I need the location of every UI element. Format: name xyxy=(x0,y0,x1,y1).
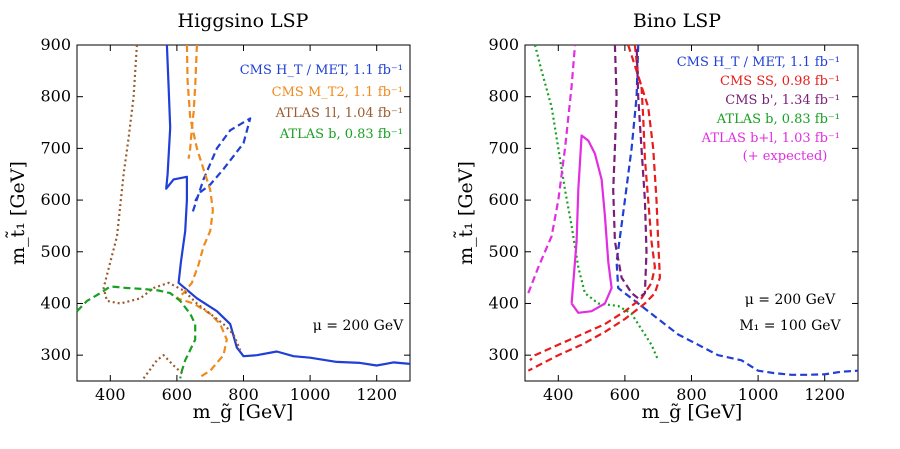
y-tick-label: 700 xyxy=(40,138,71,157)
x-tick-label: 800 xyxy=(676,385,707,404)
higgsino-panel: Higgsino LSP 400 600 800 1000 1200 300 400 500 6… xyxy=(6,10,411,423)
y-tick-label: 500 xyxy=(488,242,519,261)
y-tick-label: 400 xyxy=(488,293,519,312)
x-axis-label: m_g̃ [GeV] xyxy=(193,401,294,423)
legend: CMS H_T / MET, 1.1 fb⁻¹ CMS SS, 0.98 fb⁻… xyxy=(677,55,840,164)
legend-entry: ATLAS b, 0.83 fb⁻¹ xyxy=(716,112,840,127)
series-group xyxy=(527,44,859,376)
legend-entry: ATLAS 1l, 1.04 fb⁻¹ xyxy=(275,106,403,121)
series-line xyxy=(165,44,411,367)
annotation-2: M₁ = 100 GeV xyxy=(739,318,841,334)
x-tick-label: 1200 xyxy=(356,385,397,404)
legend-entry: ATLAS b+l, 1.03 fb⁻¹ xyxy=(701,131,840,146)
y-tick-label: 900 xyxy=(40,35,71,54)
series-line xyxy=(570,134,613,314)
x-tick-label: 400 xyxy=(543,385,574,404)
series-line xyxy=(142,354,185,380)
series-line xyxy=(615,44,859,376)
legend-entry: CMS b', 1.34 fb⁻¹ xyxy=(725,93,840,108)
y-tick-label: 600 xyxy=(40,190,71,209)
x-tick-label: 600 xyxy=(610,385,641,404)
y-tick-label: 900 xyxy=(488,35,519,54)
series-line xyxy=(76,285,197,379)
tick-group: 400 600 800 1000 1200 300 400 500 600 700 800 900 xyxy=(488,35,858,404)
series-line xyxy=(527,44,662,372)
y-axis-label: m_t̃₁ [GeV] xyxy=(6,161,29,265)
series-line xyxy=(533,44,660,361)
x-tick-label: 1000 xyxy=(290,385,331,404)
y-tick-label: 800 xyxy=(40,87,71,106)
y-tick-label: 700 xyxy=(488,138,519,157)
series-line xyxy=(102,44,242,351)
series-line xyxy=(187,44,198,159)
tick-group: 400 600 800 1000 1200 300 400 500 600 700 800 900 xyxy=(40,35,410,404)
panel-title: Higgsino LSP xyxy=(178,10,309,32)
y-tick-label: 300 xyxy=(488,345,519,364)
x-tick-label: 600 xyxy=(162,385,193,404)
x-axis-label: m_g̃ [GeV] xyxy=(642,401,743,423)
panel-title: Bino LSP xyxy=(633,10,721,32)
y-tick-label: 800 xyxy=(488,87,519,106)
legend-entry: CMS H_T / MET, 1.1 fb⁻¹ xyxy=(240,63,403,78)
y-tick-label: 600 xyxy=(488,190,519,209)
annotation: μ = 200 GeV xyxy=(745,292,836,308)
legend-entry: CMS H_T / MET, 1.1 fb⁻¹ xyxy=(677,55,840,70)
x-tick-label: 800 xyxy=(228,385,259,404)
legend: CMS H_T / MET, 1.1 fb⁻¹ CMS M_T2, 1.1 fb… xyxy=(240,63,403,142)
legend-note: (+ expected) xyxy=(743,149,828,164)
bino-panel: Bino LSP 400 600 800 1000 1200 300 400 500 600 70… xyxy=(454,10,859,423)
y-tick-label: 400 xyxy=(40,293,71,312)
y-tick-label: 500 xyxy=(40,242,71,261)
y-axis-label: m_t̃₁ [GeV] xyxy=(454,161,477,265)
x-tick-label: 400 xyxy=(95,385,126,404)
series-line xyxy=(527,44,577,294)
legend-entry: CMS M_T2, 1.1 fb⁻¹ xyxy=(272,85,403,100)
legend-entry: ATLAS b, 0.83 fb⁻¹ xyxy=(279,127,403,142)
legend-entry: CMS SS, 0.98 fb⁻¹ xyxy=(720,74,840,89)
series-line xyxy=(191,117,252,212)
x-tick-label: 1200 xyxy=(804,385,845,404)
series-line xyxy=(612,44,648,300)
series-line xyxy=(529,44,657,362)
series-group xyxy=(76,44,411,380)
x-tick-label: 1000 xyxy=(738,385,779,404)
annotation: μ = 200 GeV xyxy=(313,318,404,334)
series-line xyxy=(175,44,228,378)
y-tick-label: 300 xyxy=(40,345,71,364)
